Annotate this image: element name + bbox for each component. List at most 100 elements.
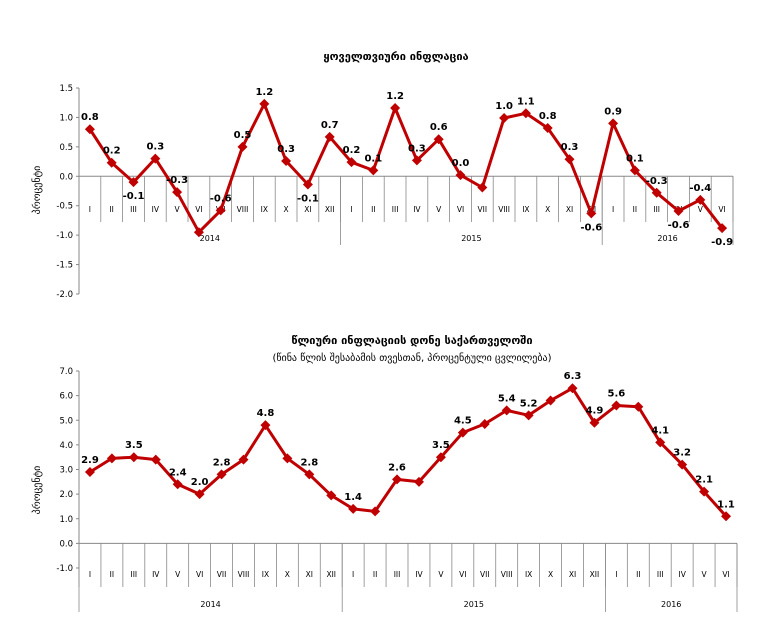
data-point	[193, 227, 204, 238]
x-tick-label: XII	[325, 205, 335, 214]
data-point	[564, 154, 575, 165]
data-label: 5.4	[498, 393, 516, 404]
x-tick-label: V	[175, 570, 181, 579]
x-tick-label: X	[284, 205, 289, 214]
data-point	[633, 401, 644, 412]
data-label: 3.5	[432, 440, 450, 451]
data-point	[346, 157, 357, 168]
data-point	[699, 486, 710, 497]
x-tick-label: X	[285, 570, 290, 579]
data-point	[677, 459, 688, 470]
x-tick-label: VII	[480, 570, 490, 579]
y-tick-label: 1.0	[59, 515, 73, 525]
x-tick-label: II	[371, 205, 375, 214]
monthly-inflation-chart: ყოველთვიური ინფლაცია პროცენტი 1.5 1.0 0.5 0…	[31, 50, 734, 300]
x-tick-label: II	[636, 570, 640, 579]
data-point	[281, 155, 292, 166]
y-tick-label: -2.0	[56, 290, 73, 300]
data-label: 2.4	[169, 467, 187, 478]
x-tick-label: IV	[152, 205, 160, 214]
x-tick-label: VI	[718, 205, 725, 214]
x-tick-label: IV	[415, 570, 423, 579]
x-tick-label: VII	[478, 205, 488, 214]
x-tick-label: III	[653, 205, 660, 214]
data-label: 0.1	[626, 153, 644, 164]
x-tick-label: III	[130, 205, 137, 214]
x-tick-label: III	[131, 570, 138, 579]
x-tick-label: V	[436, 205, 442, 214]
x-tick-label: V	[438, 570, 444, 579]
annual-inflation-chart: წლიური ინფლაციის დონე საქართველოში (წინა…	[31, 334, 738, 612]
data-point	[128, 177, 139, 188]
data-point	[237, 141, 248, 152]
data-label: 2.8	[213, 457, 231, 468]
y-tick-label: 6.0	[59, 392, 73, 402]
x-tick-label: X	[545, 205, 550, 214]
data-label: 0.3	[277, 144, 295, 155]
x-tick-label: VIII	[498, 205, 510, 214]
x-tick-label: V	[175, 205, 181, 214]
data-point	[106, 453, 117, 464]
x-tick-label: XI	[306, 570, 313, 579]
data-point	[150, 454, 161, 465]
data-point	[150, 153, 161, 164]
data-point	[326, 490, 337, 501]
data-point	[501, 405, 512, 416]
x-tick-label: XII	[590, 570, 600, 579]
y-tick-label: 2.0	[59, 490, 73, 500]
x-tick-label: XI	[569, 570, 576, 579]
x-tick-label: I	[612, 205, 614, 214]
data-point	[435, 452, 446, 463]
data-point	[370, 506, 381, 517]
data-label: 2.6	[388, 462, 406, 473]
y-tick-label: 0.5	[59, 143, 73, 153]
monthly-chart-y-axis-label: პროცენტი	[31, 166, 43, 215]
data-point	[216, 469, 227, 480]
data-point	[302, 179, 313, 190]
data-label: -0.1	[123, 191, 145, 202]
annual-chart-title: წლიური ინფლაციის დონე საქართველოში	[291, 334, 532, 347]
data-point	[523, 410, 534, 421]
x-tick-label: VIII	[237, 205, 249, 214]
data-point	[629, 165, 640, 176]
data-label: 5.6	[608, 388, 626, 399]
x-tick-label: III	[392, 205, 399, 214]
data-label: 4.8	[257, 408, 275, 419]
x-tick-label: II	[110, 570, 114, 579]
x-tick-label: XI	[566, 205, 573, 214]
data-point	[695, 194, 706, 205]
data-label: 0.2	[103, 146, 121, 157]
y-tick-label: -1.0	[56, 231, 73, 241]
data-label: 1.1	[517, 96, 535, 107]
data-point	[611, 400, 622, 411]
data-label: -0.6	[668, 220, 690, 231]
y-tick-label: 0.0	[59, 539, 73, 549]
y-tick-label: 1.0	[59, 113, 73, 123]
data-point	[172, 479, 183, 490]
data-point	[655, 437, 666, 448]
x-tick-label: I	[89, 205, 91, 214]
data-label: -0.6	[210, 193, 232, 204]
data-point	[392, 474, 403, 485]
data-label: 0.3	[146, 142, 164, 153]
data-point	[84, 124, 95, 135]
year-label: 2016	[661, 600, 681, 609]
x-tick-label: XI	[304, 205, 311, 214]
data-label: 0.9	[604, 106, 622, 117]
x-tick-label: VI	[195, 205, 202, 214]
data-point	[238, 454, 249, 465]
x-tick-label: V	[698, 205, 704, 214]
x-tick-label: VII	[217, 570, 227, 579]
data-label: 3.2	[673, 448, 691, 459]
x-tick-label: I	[350, 205, 352, 214]
data-point	[324, 131, 335, 142]
x-tick-label: I	[89, 570, 91, 579]
x-tick-label: IV	[678, 570, 686, 579]
data-point	[477, 182, 488, 193]
x-tick-label: VI	[196, 570, 203, 579]
x-tick-label: IX	[522, 205, 529, 214]
data-point	[128, 452, 139, 463]
data-point	[106, 157, 117, 168]
data-label: -0.4	[689, 183, 711, 194]
